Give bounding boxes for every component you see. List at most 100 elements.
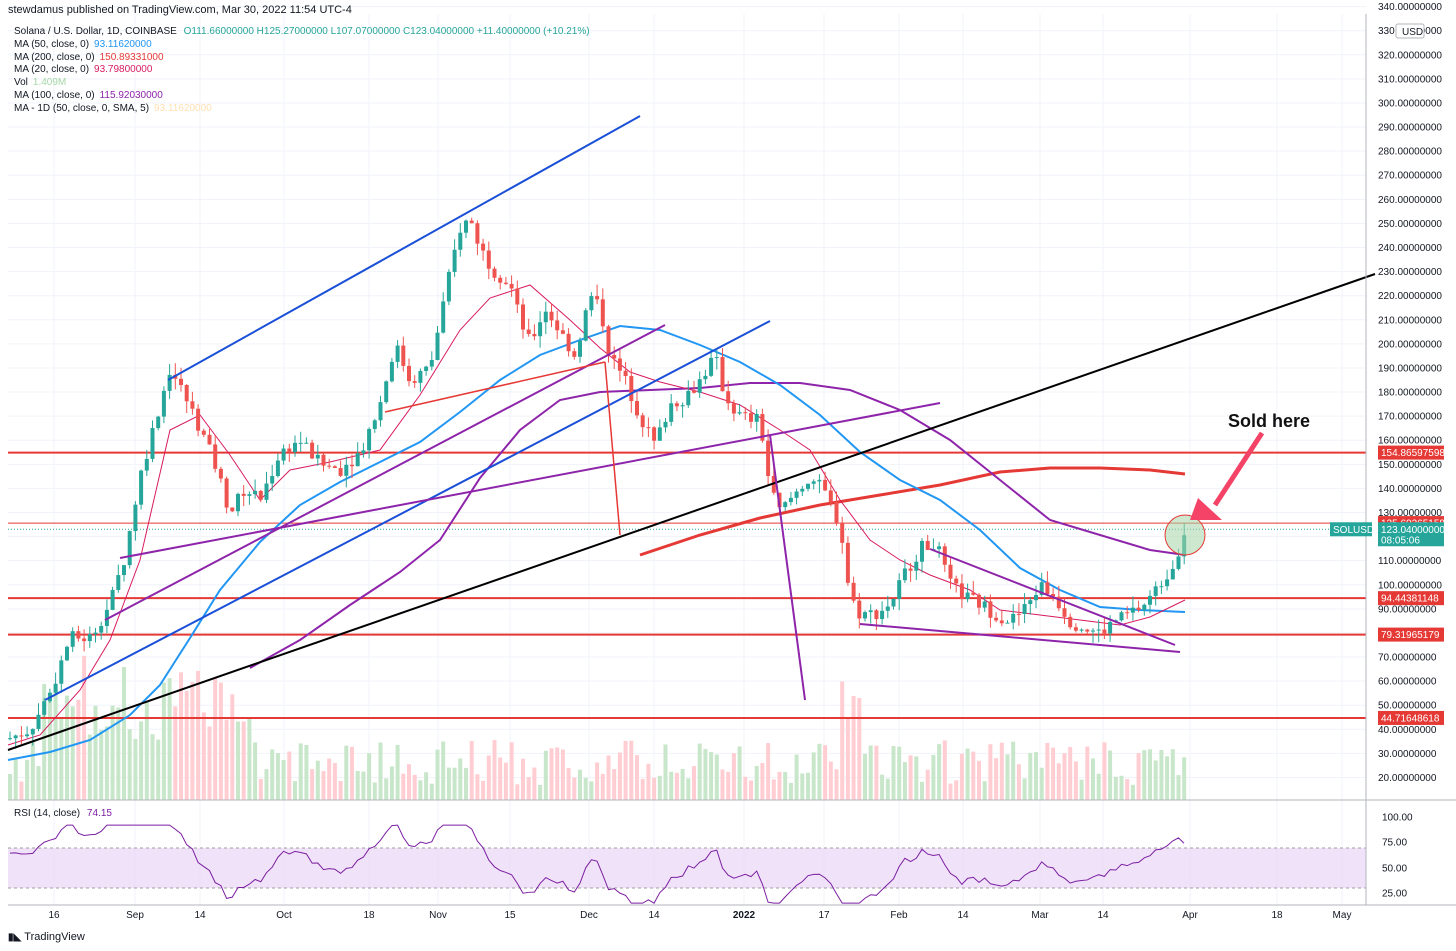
candle-body — [287, 448, 292, 453]
candle-body — [395, 345, 400, 362]
volume-bar — [298, 743, 303, 800]
volume-bar — [196, 670, 201, 800]
volume-bar — [36, 766, 41, 800]
purple-trendline-2 — [119, 402, 941, 559]
volume-bar — [475, 774, 480, 800]
candle-body — [1039, 582, 1044, 595]
candle-body — [367, 428, 372, 451]
volume-bar — [1051, 747, 1056, 800]
volume-bar — [948, 783, 953, 800]
candle-body — [469, 220, 474, 224]
volume-bar — [310, 769, 315, 800]
candle-body — [635, 401, 639, 416]
indicator-label: MA (100, close, 0) — [14, 89, 95, 101]
indicator-value: 93.11620000 — [94, 38, 152, 50]
candle-body — [583, 310, 588, 341]
candle-body — [914, 561, 919, 571]
candle-body — [543, 311, 548, 323]
volume-bar — [760, 763, 765, 800]
indicator-row[interactable]: MA - 1D (50, close, 0, SMA, 5) 93.1162000… — [14, 103, 590, 116]
candle-body — [999, 620, 1004, 624]
candle-body — [464, 220, 468, 233]
rsi-line — [9, 824, 1185, 904]
price-tick: 50.00000000 — [1378, 701, 1437, 712]
candle-body — [1028, 600, 1033, 605]
candle-body — [293, 442, 297, 453]
candle-body — [110, 589, 115, 610]
indicator-label: MA - 1D (50, close, 0, SMA, 5) — [14, 102, 150, 114]
tradingview-brand[interactable]: ▮◣ TradingView — [8, 931, 85, 943]
candle-body — [617, 358, 622, 371]
candle-body — [1005, 622, 1010, 624]
candle-body — [954, 578, 959, 584]
indicator-label: Vol — [14, 77, 28, 89]
candle-body — [332, 466, 337, 469]
volume-bar — [595, 762, 600, 800]
indicator-row[interactable]: MA (20, close, 0) 93.79800000 — [14, 64, 590, 77]
last-price-tag — [1378, 522, 1444, 547]
candle-body — [264, 483, 269, 500]
candle-body — [270, 475, 275, 484]
volume-bar — [589, 781, 594, 800]
volume-bar — [526, 777, 531, 800]
candle-body — [241, 493, 246, 496]
symbol-row[interactable]: Solana / U.S. Dollar, 1D, COINBASE O111.… — [14, 26, 590, 39]
volume-bar — [811, 752, 816, 800]
volume-bar — [937, 744, 942, 800]
volume-bar — [207, 726, 212, 800]
candle-body — [133, 504, 138, 532]
candle-body — [959, 583, 964, 600]
candle-body — [1165, 579, 1170, 587]
volume-bar — [13, 758, 18, 800]
volume-bar — [532, 767, 537, 800]
volume-bar — [731, 753, 736, 800]
volume-bar — [1034, 752, 1038, 800]
candle-body — [355, 453, 360, 467]
currency-box[interactable] — [1395, 23, 1425, 39]
candle-body — [1091, 630, 1095, 632]
candle-body — [1022, 604, 1027, 614]
candle-body — [669, 403, 674, 422]
level-tag — [1378, 627, 1444, 642]
time-axis[interactable]: 16 Sep 14 Oct 18 Nov 15 Dec 14 2022 17 Feb 14 Mar 14 Ap… — [48, 910, 1351, 921]
volume-bar — [1039, 767, 1044, 800]
candle-body — [851, 582, 856, 601]
candle-body — [481, 243, 486, 251]
indicator-row[interactable]: Vol 1.409M — [14, 77, 590, 90]
candle-body — [845, 542, 850, 583]
volume-bar — [424, 772, 429, 800]
last-price-text: 123.04000000 — [1381, 525, 1445, 536]
rsi-tick: 75.00 — [1382, 838, 1407, 849]
volume-bar — [116, 707, 121, 800]
indicator-row[interactable]: MA (100, close, 0) 115.92030000 — [14, 90, 590, 103]
candle-body — [521, 304, 525, 330]
volume-bar — [127, 729, 132, 800]
volume-bar — [241, 721, 246, 800]
volume-bar — [389, 766, 394, 800]
rsi-panel — [8, 824, 1366, 904]
volume-bar — [709, 752, 714, 800]
candle-body — [560, 330, 565, 334]
candle-body — [82, 638, 87, 642]
rsi-value: 74.15 — [86, 808, 112, 819]
red-drop-line — [604, 361, 621, 536]
indicator-row[interactable]: MA (200, close, 0) 150.89331000 — [14, 52, 590, 65]
volume-bar — [1045, 742, 1050, 800]
volume-bar — [161, 682, 166, 800]
candle-body — [87, 634, 92, 642]
candle-body — [161, 390, 166, 417]
volume-bar — [635, 755, 639, 800]
indicator-row[interactable]: MA (50, close, 0) 93.11620000 — [14, 39, 590, 52]
candle-body — [281, 448, 286, 461]
volume-bar — [218, 682, 223, 800]
volume-bar — [1079, 779, 1084, 800]
price-tick: 100.00000000 — [1378, 580, 1442, 591]
rsi-legend[interactable]: RSI (14, close) 74.15 — [14, 808, 112, 819]
volume-bar — [1073, 761, 1078, 800]
candle-body — [76, 631, 81, 639]
candle-body — [218, 468, 223, 479]
candle-body — [418, 370, 423, 383]
price-axis[interactable]: 340.00000000330.00000000320.00000000310.… — [1378, 2, 1442, 784]
candle-body — [361, 450, 366, 454]
